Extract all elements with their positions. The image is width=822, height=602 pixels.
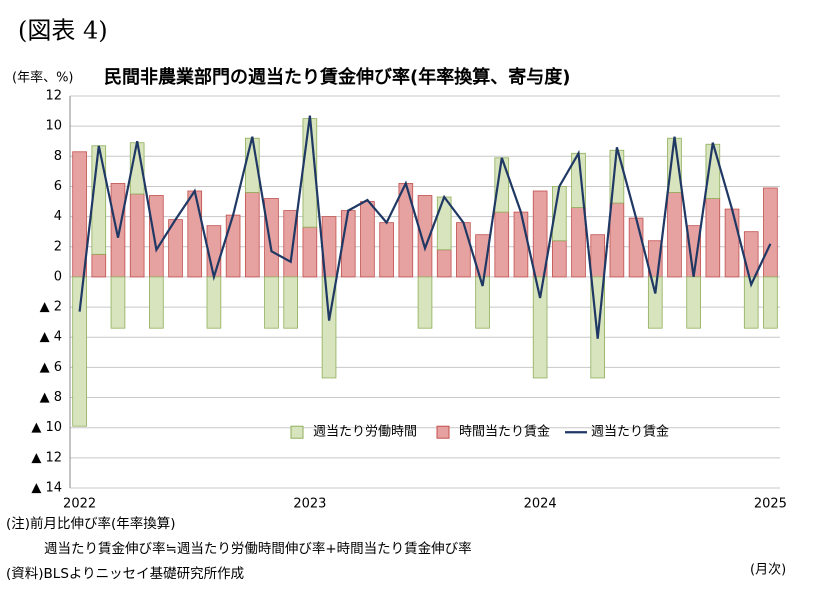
- y-tick-label: ▲ 8: [40, 390, 62, 405]
- bar: [72, 151, 87, 278]
- y-tick-label: ▲ 12: [31, 450, 62, 465]
- bar: [475, 276, 490, 329]
- bar: [283, 276, 298, 329]
- bar: [743, 231, 759, 278]
- bar: [667, 192, 682, 278]
- bar: [763, 187, 778, 278]
- bar: [302, 226, 318, 278]
- y-tick-label: 8: [54, 149, 62, 164]
- chart-title: 民間非農業部門の週当たり賃金伸び率(年率換算、寄与度): [104, 66, 570, 88]
- bar: [628, 217, 644, 278]
- header: (図表 4): [18, 17, 108, 45]
- x-tick-label: 2022: [63, 497, 96, 512]
- bar: [225, 214, 241, 278]
- bar: [91, 145, 107, 255]
- bar: [590, 234, 606, 278]
- bar: [705, 198, 721, 278]
- bar: [647, 276, 663, 329]
- note: 週当たり賃金伸び率≒週当たり労働時間伸び率+時間当たり賃金伸び率: [44, 540, 472, 557]
- bar: [360, 201, 375, 278]
- note: (資料)BLSよりニッセイ基礎研究所作成: [6, 565, 244, 582]
- bar: [72, 276, 87, 427]
- bar: [552, 240, 567, 278]
- y-tick-label: 4: [54, 209, 62, 224]
- y-tick-label: 6: [54, 179, 62, 194]
- bar: [264, 276, 279, 329]
- x-axis-label: (月次): [750, 562, 786, 578]
- bar: [91, 253, 107, 278]
- note: (注)前月比伸び率(年率換算): [6, 515, 176, 532]
- bar: [129, 193, 145, 278]
- y-tick-label: 0: [54, 269, 62, 284]
- bar: [571, 207, 586, 278]
- bar: [187, 190, 203, 278]
- bar: [379, 222, 394, 278]
- y-tick-label: 12: [45, 89, 62, 104]
- legend-label: 週当たり労働時間: [313, 425, 417, 440]
- bar: [206, 276, 222, 329]
- y-tick-label: ▲ 2: [40, 300, 62, 315]
- y-tick-label: 10: [45, 119, 62, 134]
- y-tick-label: ▲ 10: [31, 420, 62, 435]
- y-axis-label: (年率、%): [12, 70, 74, 86]
- bar: [686, 276, 701, 329]
- bar: [149, 276, 164, 329]
- bar: [724, 208, 740, 278]
- x-tick-label: 2023: [293, 497, 326, 512]
- bar: [513, 211, 529, 278]
- bar: [532, 276, 548, 379]
- bar: [264, 198, 279, 278]
- legend-swatch: [436, 425, 450, 439]
- y-tick-label: ▲ 6: [40, 360, 62, 375]
- line: [78, 115, 772, 339]
- bar: [763, 276, 778, 329]
- bar: [436, 249, 452, 278]
- legend-label: 時間当たり賃金: [459, 424, 550, 440]
- bar: [494, 211, 510, 278]
- x-tick-label: 2025: [754, 497, 787, 512]
- y-tick-label: ▲ 14: [31, 481, 62, 496]
- bar: [417, 276, 433, 329]
- bar: [149, 195, 164, 278]
- legend-label: 週当たり賃金: [591, 424, 669, 440]
- bar: [244, 192, 260, 278]
- bar: [110, 276, 126, 329]
- bar: [743, 276, 759, 329]
- y-tick-label: ▲ 4: [40, 330, 62, 345]
- x-tick-label: 2024: [524, 497, 557, 512]
- bar: [609, 202, 625, 278]
- y-tick-label: 2: [54, 239, 62, 254]
- legend-swatch: [290, 425, 304, 439]
- bar: [456, 222, 471, 278]
- bar: [110, 183, 126, 278]
